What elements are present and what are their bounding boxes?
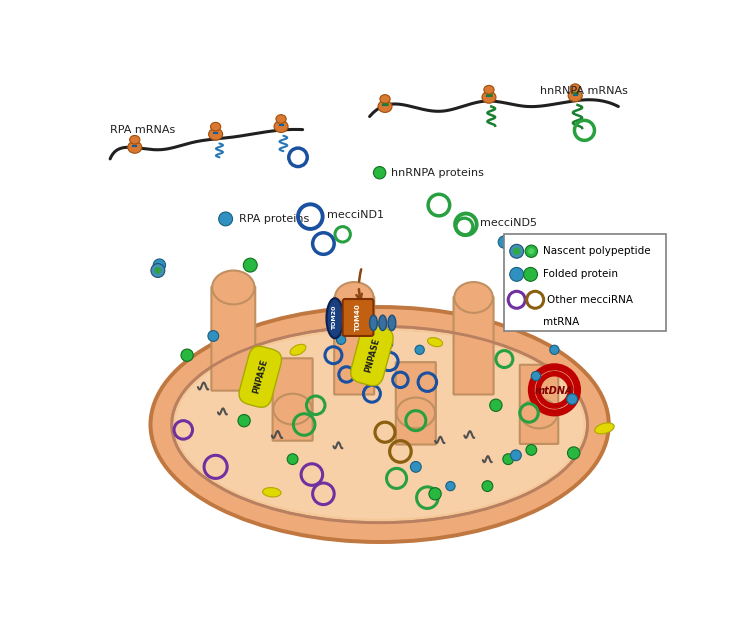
Text: PNPASE: PNPASE <box>251 358 270 395</box>
Ellipse shape <box>128 142 142 153</box>
Ellipse shape <box>595 423 615 434</box>
Ellipse shape <box>569 90 582 101</box>
Circle shape <box>503 454 513 465</box>
Circle shape <box>415 345 424 355</box>
Text: Nascent polypeptide: Nascent polypeptide <box>543 246 651 256</box>
Ellipse shape <box>396 397 435 428</box>
Text: mecciND5: mecciND5 <box>479 218 537 228</box>
Text: Folded protein: Folded protein <box>543 269 618 279</box>
Circle shape <box>429 488 441 500</box>
Text: PNPASE: PNPASE <box>363 337 381 373</box>
Text: hnRNPA proteins: hnRNPA proteins <box>391 167 484 178</box>
Text: TOM40: TOM40 <box>355 303 361 331</box>
Circle shape <box>525 245 538 258</box>
Circle shape <box>151 264 165 277</box>
Circle shape <box>550 345 559 355</box>
Ellipse shape <box>211 122 220 131</box>
Ellipse shape <box>484 85 494 94</box>
Ellipse shape <box>427 337 442 347</box>
Ellipse shape <box>380 95 390 103</box>
Ellipse shape <box>273 394 312 425</box>
Text: mecciND1: mecciND1 <box>327 210 384 220</box>
FancyBboxPatch shape <box>454 297 494 394</box>
FancyBboxPatch shape <box>334 297 374 394</box>
Text: RPA proteins: RPA proteins <box>239 214 309 224</box>
Circle shape <box>524 268 538 281</box>
Circle shape <box>243 258 257 272</box>
FancyBboxPatch shape <box>396 362 436 444</box>
Ellipse shape <box>274 121 288 132</box>
Ellipse shape <box>176 330 584 519</box>
Circle shape <box>509 275 515 281</box>
Ellipse shape <box>370 315 378 331</box>
FancyBboxPatch shape <box>343 299 374 336</box>
Circle shape <box>498 236 510 248</box>
Text: TOM20: TOM20 <box>332 306 337 331</box>
Text: mtDNA: mtDNA <box>535 386 574 396</box>
FancyBboxPatch shape <box>504 234 666 331</box>
Ellipse shape <box>212 271 254 305</box>
Circle shape <box>382 338 393 349</box>
Circle shape <box>208 331 219 341</box>
Ellipse shape <box>455 282 493 313</box>
Text: RPA mRNAs: RPA mRNAs <box>110 125 175 135</box>
Circle shape <box>337 335 346 344</box>
Circle shape <box>219 212 233 226</box>
Circle shape <box>446 481 455 491</box>
Circle shape <box>568 447 580 459</box>
Ellipse shape <box>208 129 223 140</box>
Ellipse shape <box>130 135 140 144</box>
Circle shape <box>510 450 521 460</box>
Circle shape <box>567 394 578 405</box>
Ellipse shape <box>378 101 392 112</box>
FancyBboxPatch shape <box>519 365 558 444</box>
Ellipse shape <box>290 344 306 355</box>
Circle shape <box>510 268 524 281</box>
Circle shape <box>238 415 250 427</box>
Ellipse shape <box>151 308 609 541</box>
Ellipse shape <box>388 315 396 331</box>
Circle shape <box>490 399 502 412</box>
Circle shape <box>532 371 541 381</box>
Ellipse shape <box>520 399 557 428</box>
FancyBboxPatch shape <box>211 287 255 391</box>
Text: Other mecciRNA: Other mecciRNA <box>547 295 633 305</box>
Circle shape <box>155 267 162 274</box>
Ellipse shape <box>335 282 374 313</box>
Circle shape <box>526 444 537 455</box>
Ellipse shape <box>153 309 607 540</box>
Ellipse shape <box>379 315 387 331</box>
Ellipse shape <box>570 84 581 93</box>
Text: hnRNPA mRNAs: hnRNPA mRNAs <box>540 86 627 96</box>
Ellipse shape <box>326 298 344 338</box>
Circle shape <box>513 247 520 255</box>
Circle shape <box>287 454 298 465</box>
Circle shape <box>506 272 518 284</box>
Circle shape <box>374 167 386 179</box>
FancyBboxPatch shape <box>273 358 313 441</box>
Circle shape <box>181 349 193 362</box>
Circle shape <box>411 462 421 472</box>
Ellipse shape <box>482 91 496 103</box>
Circle shape <box>528 248 535 255</box>
Ellipse shape <box>171 326 587 523</box>
Ellipse shape <box>276 115 286 123</box>
Circle shape <box>510 244 524 258</box>
Ellipse shape <box>263 488 281 497</box>
Text: mtRNA: mtRNA <box>543 317 579 327</box>
Circle shape <box>153 259 165 271</box>
Circle shape <box>482 481 493 491</box>
